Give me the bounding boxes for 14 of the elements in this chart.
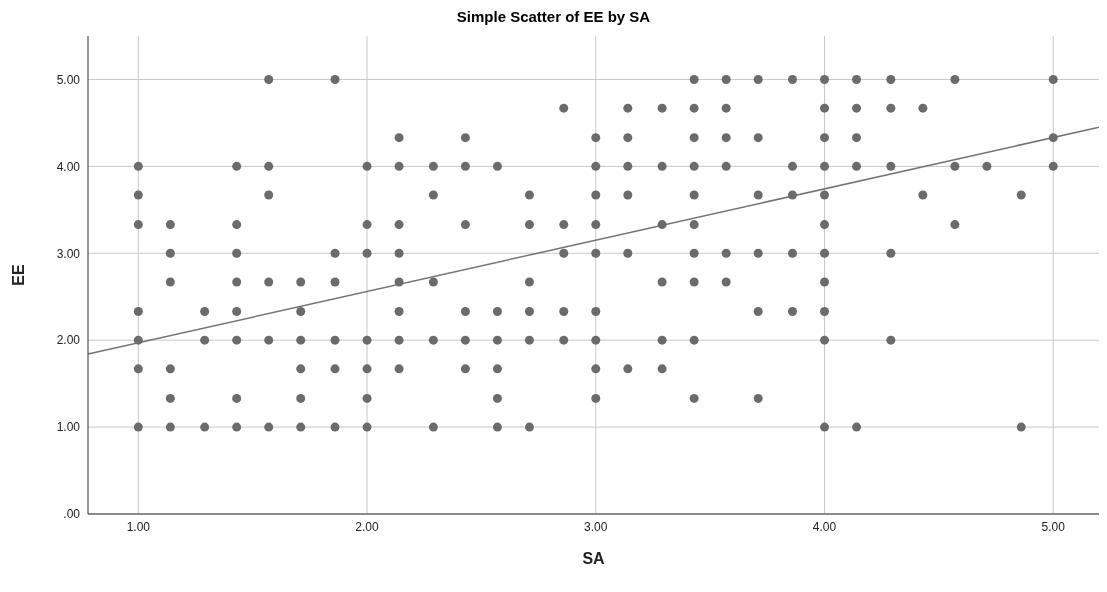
x-tick-label: 3.00 [584,519,608,534]
y-tick-label: 2.00 [56,333,81,348]
y-tick-label: 4.00 [56,159,81,174]
chart-title: Simple Scatter of EE by SA [455,8,652,27]
y-tick-label: .00 [63,507,81,522]
y-tick-label: 3.00 [56,246,81,261]
y-tick-label: 5.00 [56,72,81,87]
x-tick-label: 5.00 [1041,519,1066,534]
x-axis-title: SA [582,550,606,567]
x-tick-label: 4.00 [812,519,837,534]
x-tick-label: 2.00 [355,519,380,534]
y-tick-label: 1.00 [56,420,81,435]
x-tick-label: 1.00 [126,519,151,534]
y-axis-title: EE [9,264,27,286]
